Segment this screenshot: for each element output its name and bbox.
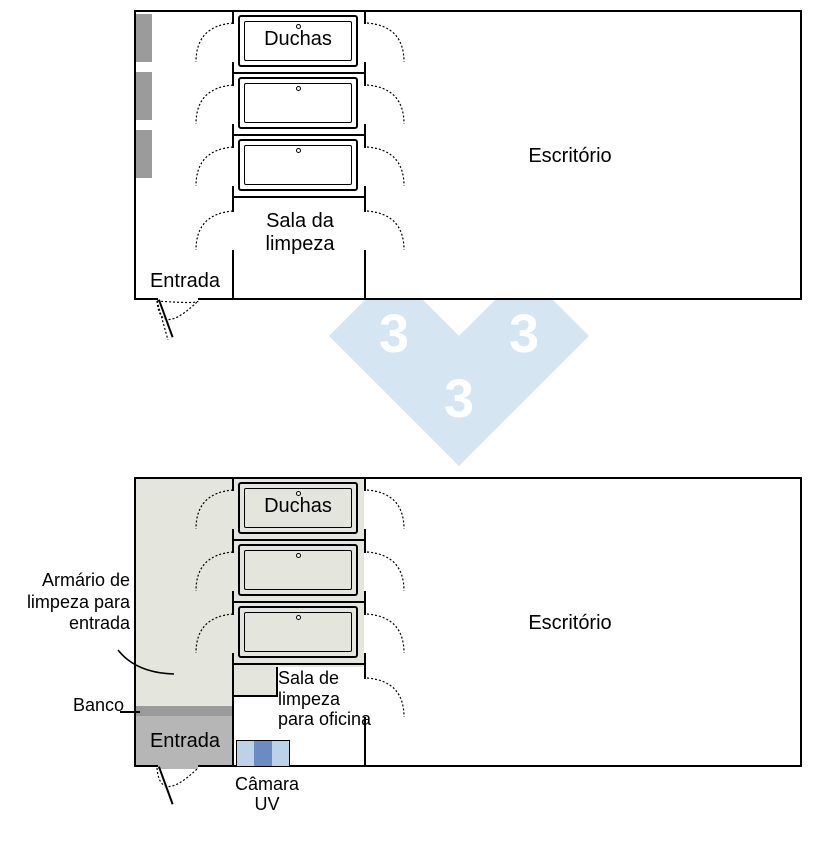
door-arc-icon [156,767,200,809]
shower-row-divider [234,72,364,74]
shower-label: Duchas [252,28,344,51]
door-arc-icon [194,210,234,252]
uv-chamber-label: Câmara UV [222,775,312,815]
closet-annotation: Armário de limpeza para entrada [10,570,130,635]
watermark-digit: 3 [379,303,409,365]
door-arc-icon [366,146,406,188]
shower-unit [238,77,358,129]
door-arc-icon [194,489,234,531]
entrada-label: Entrada [140,270,230,293]
leader-line [116,648,176,678]
shower-row-divider [234,601,364,603]
office-label: Escritório [500,612,640,635]
door-arc-icon [366,489,406,531]
door-arc-icon [366,551,406,593]
floorplan-diagram: 3 3 3 Duchas Sala da limpeza E [0,0,820,859]
shower-unit [238,544,358,596]
uv-chamber [236,740,290,767]
watermark-digit: 3 [509,303,539,365]
shower-row-divider [234,196,364,198]
bench-annotation: Banco [54,695,124,716]
locker-bar [136,14,152,62]
clean-room-label: Sala da limpeza [244,210,356,256]
locker-bar [136,72,152,120]
door-arc-icon [194,84,234,126]
shower-row-divider [234,539,364,541]
shower-unit [238,606,358,658]
shower-row-divider [234,663,364,665]
door-arc-icon [366,84,406,126]
shower-label: Duchas [252,495,344,518]
door-arc-icon [194,146,234,188]
door-arc-icon [366,210,406,252]
top-plan-outer [134,10,802,300]
door-arc-icon [366,613,406,655]
shaded-mid-small [234,667,278,697]
office-label: Escritório [500,145,640,168]
shower-row-divider [234,134,364,136]
watermark-digit: 3 [444,368,474,430]
locker-bar [136,130,152,178]
door-arc-icon [194,551,234,593]
door-arc-icon [194,22,234,64]
leader-line [120,711,140,713]
door-arc-icon [366,22,406,64]
bench-bar [136,706,232,716]
door-arc-icon [194,613,234,655]
clean-room-office-label: Sala de limpeza para oficina [278,668,376,730]
shower-unit [238,139,358,191]
entrada-label: Entrada [140,730,230,753]
